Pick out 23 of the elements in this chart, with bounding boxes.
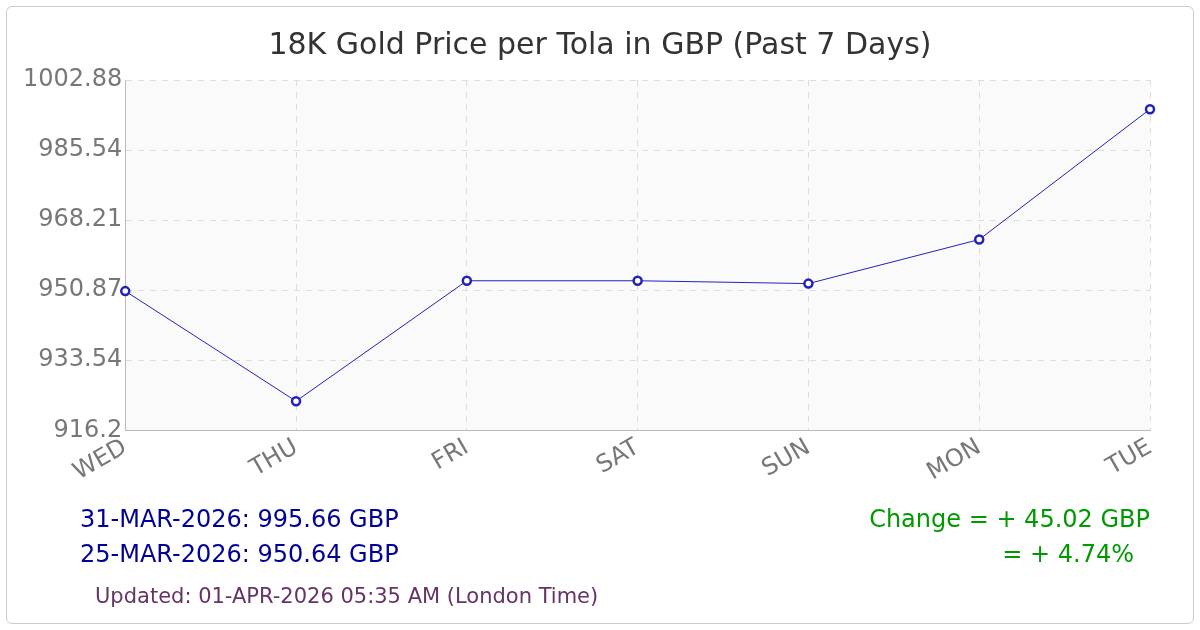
text: Change = + 45.02 GBP [869,505,1150,533]
y-tick-label: 1002.88 [23,64,123,93]
point [632,275,643,287]
point [803,278,814,289]
point [461,275,473,287]
text: = + 4.74% [1002,540,1134,568]
point [1144,103,1156,115]
x-tick-label: TUE [1100,432,1157,481]
text: Updated: 01-APR-2026 05:35 AM (London Time) [95,584,599,608]
x-tick-label: SUN [756,432,815,482]
point [120,285,131,297]
chart-title: 18K Gold Price per Tola in GBP (Past 7 Days) [267,26,933,61]
y-tick-label: 968.21 [38,204,123,233]
point [290,395,302,407]
point [973,234,985,245]
x-tick-label: THU [243,432,303,482]
x-tick-label: FRI [426,432,473,476]
x-tick-label: SAT [590,431,645,479]
text: 31-MAR-2026: 995.66 GBP [80,505,399,533]
y-tick-label: 950.87 [38,274,123,303]
y-tick-label: 933.54 [38,344,123,373]
y-tick-label: 985.54 [38,134,123,163]
text: 25-MAR-2026: 950.64 GBP [80,540,399,568]
